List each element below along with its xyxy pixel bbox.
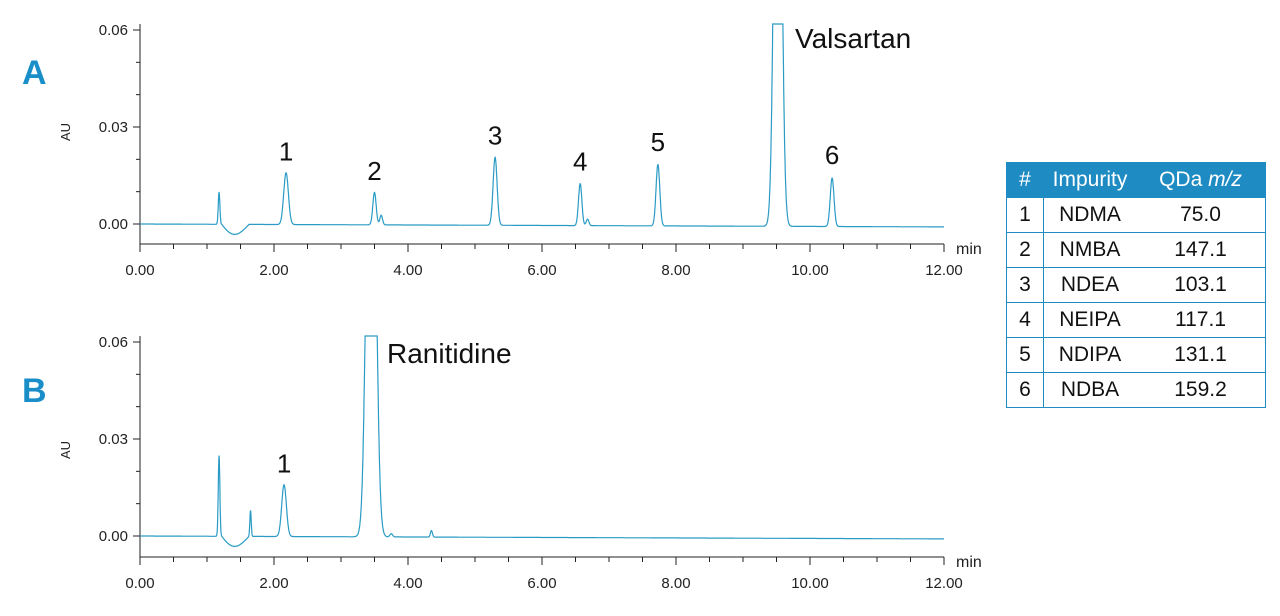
row-impurity: NDMA	[1043, 197, 1136, 233]
row-num: 1	[1006, 197, 1044, 233]
x-tick-label: 4.00	[393, 575, 422, 592]
peak-label: 2	[367, 156, 381, 186]
chromatogram-trace	[140, 23, 944, 235]
x-tick-label: 12.00	[925, 575, 963, 592]
compound-label: Ranitidine	[387, 338, 512, 369]
row-num: 3	[1006, 267, 1044, 303]
header-mz-prefix: QDa	[1159, 168, 1209, 191]
x-tick-label: 2.00	[259, 262, 288, 279]
y-axis-label: AU	[58, 123, 73, 141]
x-tick-label: 6.00	[527, 262, 556, 279]
header-mz-italic: m/z	[1208, 168, 1242, 191]
table-row: 4 NEIPA 117.1	[1006, 302, 1266, 338]
peak-label: 1	[277, 449, 291, 479]
table-body: 1 NDMA 75.0 2 NMBA 147.1 3 NDEA 103.1 4 NEIPA 117.1…	[1006, 197, 1266, 408]
x-tick-label: 8.00	[661, 575, 690, 592]
x-tick-label: 0.00	[125, 575, 154, 592]
y-tick-label: 0.00	[99, 216, 128, 233]
table-row: 5 NDIPA 131.1	[1006, 337, 1266, 373]
y-tick-label: 0.03	[99, 431, 128, 448]
peak-label: 4	[573, 146, 587, 176]
compound-label: Valsartan	[795, 23, 911, 54]
row-impurity: NDIPA	[1043, 337, 1136, 373]
table-header-row: # Impurity QDa m/z	[1006, 162, 1266, 198]
table-row: 6 NDBA 159.2	[1006, 372, 1266, 408]
y-tick-label: 0.03	[99, 119, 128, 136]
panel-letter: A	[22, 54, 47, 92]
header-num: #	[1006, 162, 1044, 198]
row-impurity: NDEA	[1043, 267, 1136, 303]
peak-label: 5	[651, 127, 665, 157]
header-mz: QDa m/z	[1136, 162, 1266, 198]
y-tick-label: 0.06	[99, 22, 128, 39]
row-num: 5	[1006, 337, 1044, 373]
x-tick-label: 2.00	[259, 575, 288, 592]
x-axis-unit: min	[956, 241, 982, 258]
x-tick-label: 10.00	[791, 262, 829, 279]
chromatogram-trace	[140, 335, 944, 547]
row-impurity: NDBA	[1043, 372, 1136, 408]
x-tick-label: 8.00	[661, 262, 690, 279]
row-num: 6	[1006, 372, 1044, 408]
row-mz: 75.0	[1136, 197, 1266, 233]
row-mz: 147.1	[1136, 232, 1266, 268]
chart-panel-b: B AU 0.06 0.03 0.00 0.00 2.00 4.00 6.00 8.00 10.00…	[22, 334, 982, 592]
x-tick-label: 10.00	[791, 575, 829, 592]
x-tick-label: 0.00	[125, 262, 154, 279]
row-mz: 159.2	[1136, 372, 1266, 408]
x-axis-unit: min	[956, 554, 982, 571]
peak-label: 1	[279, 137, 293, 167]
x-tick-label: 12.00	[925, 262, 963, 279]
row-num: 4	[1006, 302, 1044, 338]
impurity-table: # Impurity QDa m/z 1 NDMA 75.0 2 NMBA 147.1 3 N…	[1006, 162, 1266, 408]
y-tick-label: 0.06	[99, 334, 128, 351]
y-axis-label: AU	[58, 441, 73, 459]
y-tick-label: 0.00	[99, 528, 128, 545]
header-impurity: Impurity	[1043, 162, 1136, 198]
peak-label: 6	[825, 140, 839, 170]
x-tick-label: 6.00	[527, 575, 556, 592]
x-tick-label: 4.00	[393, 262, 422, 279]
row-impurity: NMBA	[1043, 232, 1136, 268]
row-mz: 103.1	[1136, 267, 1266, 303]
row-impurity: NEIPA	[1043, 302, 1136, 338]
row-mz: 117.1	[1136, 302, 1266, 338]
table-row: 3 NDEA 103.1	[1006, 267, 1266, 303]
chart-panel-a: A AU 0.06 0.03 0.00 0.00 2.00 4.00 6.00 8.00 10.00…	[22, 22, 982, 279]
table-row: 1 NDMA 75.0	[1006, 197, 1266, 233]
row-mz: 131.1	[1136, 337, 1266, 373]
panel-letter: B	[22, 372, 47, 410]
row-num: 2	[1006, 232, 1044, 268]
table-row: 2 NMBA 147.1	[1006, 232, 1266, 268]
peak-label: 3	[488, 120, 502, 150]
